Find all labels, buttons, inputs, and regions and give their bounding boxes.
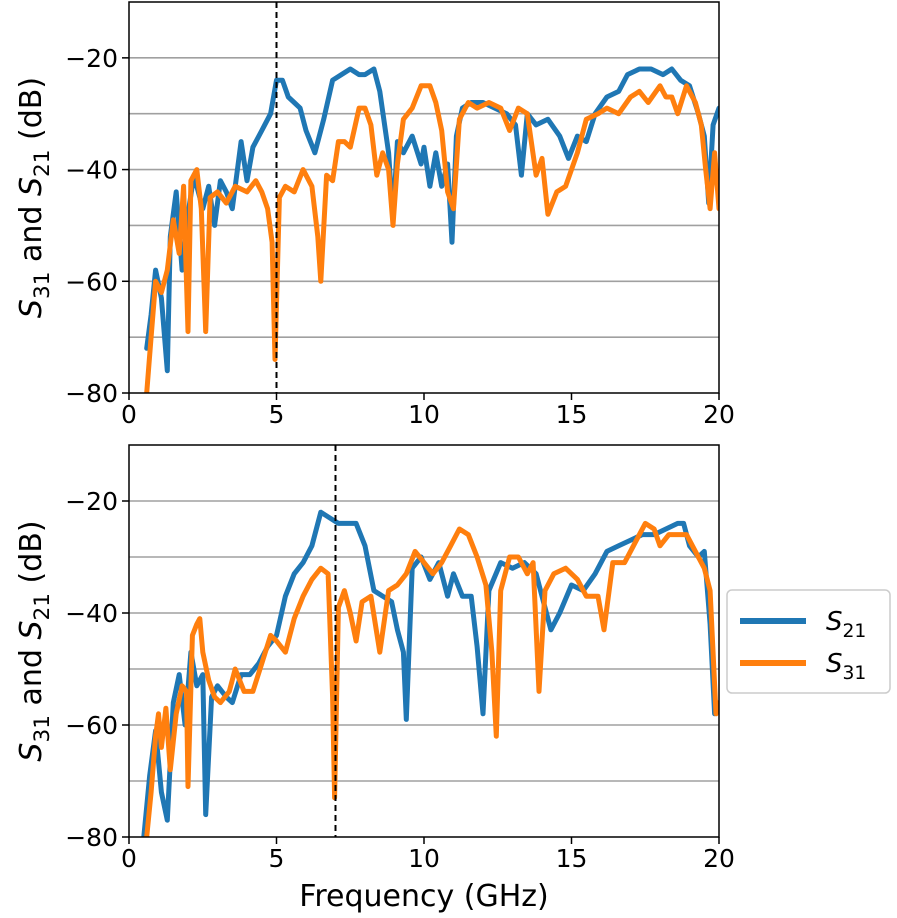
series-line-s31 <box>144 83 719 393</box>
x-tick-label: 20 <box>703 844 735 873</box>
legend-label: S21 <box>826 607 866 642</box>
x-tick-label: 0 <box>121 400 137 429</box>
top-panel: 0 5 10 15 20 −80 −60 −40 −20 S31 and S21 (dB) <box>14 1 735 429</box>
y-tick-label: −40 <box>65 599 118 628</box>
y-tick-label: −40 <box>65 156 118 185</box>
y-axis-label: S31 and S21 (dB) <box>14 77 55 318</box>
x-tick-label: 10 <box>408 844 440 873</box>
y-tick-label: −60 <box>65 711 118 740</box>
x-tick-label: 20 <box>703 400 735 429</box>
y-tick-label: −20 <box>65 487 118 516</box>
x-tick-label: 10 <box>408 400 440 429</box>
x-tick-label: 15 <box>556 400 588 429</box>
y-tick-label: −80 <box>65 823 118 852</box>
x-axis-label: Frequency (GHz) <box>299 879 548 914</box>
x-tick-label: 5 <box>269 400 285 429</box>
bottom-panel: 0 5 10 15 20 −80 −60 −40 −20 S31 and S21 (dB) <box>14 444 735 873</box>
legend-box <box>726 589 891 694</box>
y-axis-label: S31 and S21 (dB) <box>14 520 55 761</box>
x-tick-label: 0 <box>121 844 137 873</box>
series-line-s21 <box>141 509 719 837</box>
series-line-s21 <box>144 66 719 374</box>
x-tick-label: 5 <box>269 844 285 873</box>
plot-frame <box>128 444 720 838</box>
x-tick-label: 15 <box>556 844 588 873</box>
y-tick-label: −80 <box>65 379 118 408</box>
legend-label: S31 <box>826 649 866 684</box>
y-tick-label: −20 <box>65 44 118 73</box>
series-line-s31 <box>144 520 719 837</box>
y-tick-label: −60 <box>65 267 118 296</box>
